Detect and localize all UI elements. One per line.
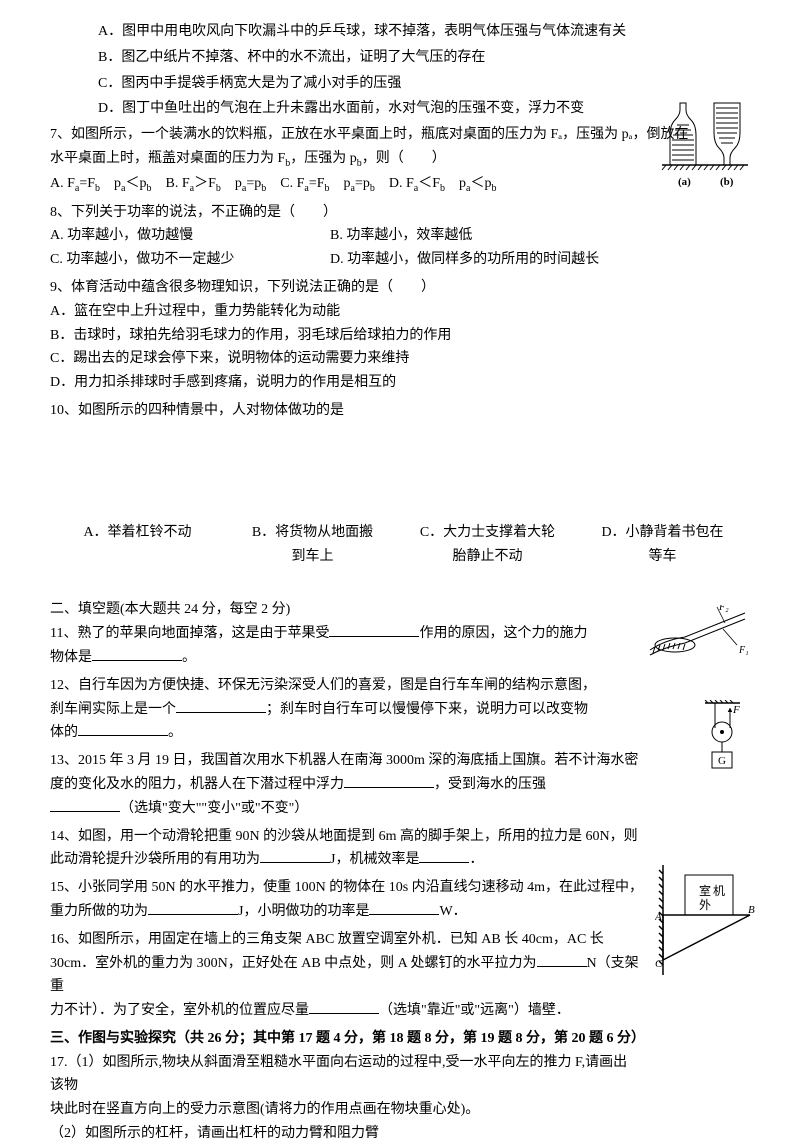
- q17-t3: （2）如图所示的杠杆，请画出杠杆的动力臂和阻力臂: [50, 1122, 640, 1146]
- q7: 7、如图所示，一个装满水的饮料瓶，正放在水平桌面上时，瓶底对桌面的压力为 Fₐ，…: [50, 123, 750, 196]
- q14-blank1: [260, 849, 330, 863]
- q16: 16、如图所示，用固定在墙上的三角支架 ABC 放置空调室外机．已知 AB 长 …: [50, 928, 640, 1023]
- q16-t4: 力不计）．为了安全，室外机的位置应尽量: [50, 1003, 309, 1018]
- q14-t3: J，机械效率是: [330, 852, 419, 867]
- bottle-figure: (a) (b): [660, 95, 750, 190]
- q12-blank2: [78, 722, 168, 736]
- q8-opt-b: B. 功率越小，效率越低: [330, 224, 472, 248]
- q17-t2: 块此时在竖直方向上的受力示意图(请将力的作用点画在物块重心处)。: [50, 1098, 640, 1122]
- q9: 9、体育活动中蕴含很多物理知识，下列说法正确的是（ ） A．篮在空中上升过程中，…: [50, 276, 750, 395]
- q10-choice-d: D．小静背着书包在: [575, 521, 750, 545]
- q10-choice-b: B．将货物从地面搬: [225, 521, 400, 545]
- q13-t1: 13、2015 年 3 月 19 日，我国首次用水下机器人在南海 3000m 深…: [50, 753, 638, 768]
- q11-blank2: [92, 647, 182, 661]
- bracket-a: A: [655, 911, 662, 923]
- bracket-b: B: [748, 904, 755, 916]
- q15: 15、小张同学用 50N 的水平推力，使重 100N 的物体在 10s 内沿直线…: [50, 876, 750, 924]
- q9-opt-b: B．击球时，球拍先给羽毛球力的作用，羽毛球后给球拍力的作用: [50, 324, 750, 348]
- q10-image-space: [50, 427, 750, 517]
- q10-choice-b2: 到车上: [225, 545, 400, 569]
- q9-opt-c: C．踢出去的足球会停下来，说明物体的运动需要力来维持: [50, 347, 750, 371]
- bracket-label: 室: [699, 883, 711, 898]
- q11-t3: 物体是: [50, 650, 92, 665]
- q12-t5: 。: [168, 725, 182, 740]
- pulley-g-label: G: [718, 755, 726, 767]
- q16-blank1: [537, 953, 587, 967]
- q15-t3: J，小明做功的功率是: [238, 904, 369, 919]
- q15-t4: W．: [439, 904, 466, 919]
- bracket-figure: 室 外 机 A B C: [655, 865, 755, 975]
- q14-t4: ．: [469, 852, 483, 867]
- q10-stem: 10、如图所示的四种情景中，人对物体做功的是: [50, 399, 750, 423]
- q16-t5: （选填"靠近"或"远离"）墙壁．: [379, 1003, 570, 1018]
- q6-opt-d: D．图丁中鱼吐出的气泡在上升未露出水面前，水对气泡的压强不变，浮力不变: [98, 97, 750, 121]
- bracket-c: C: [655, 958, 663, 970]
- q15-blank2: [369, 901, 439, 915]
- q10: 10、如图所示的四种情景中，人对物体做功的是: [50, 399, 750, 423]
- q10-choice-c: C．大力士支撑着大轮: [400, 521, 575, 545]
- q13-t3: ，受到海水的压强: [434, 777, 546, 792]
- q6-opt-c: C．图丙中手提袋手柄宽大是为了减小对手的压强: [98, 72, 750, 96]
- bike-brake-figure: F₂ F₁: [645, 605, 755, 665]
- q14-t1: 14、如图，用一个动滑轮把重 90N 的沙袋从地面提到 6m 高的脚手架上，所用…: [50, 829, 638, 844]
- svg-text:F₂: F₂: [718, 605, 729, 613]
- q12-t3: ；刹车时自行车可以慢慢停下来，说明力可以改变物: [266, 702, 588, 717]
- section3-header: 三、作图与实验探究（共 26 分；其中第 17 题 4 分，第 18 题 8 分…: [50, 1027, 750, 1051]
- q15-t2: 重力所做的功为: [50, 904, 148, 919]
- q8-stem: 8、下列关于功率的说法，不正确的是（ ）: [50, 201, 750, 225]
- svg-text:F₁: F₁: [738, 645, 749, 656]
- bottle-label-b: (b): [720, 176, 734, 188]
- q6-opt-b: B．图乙中纸片不掉落、杯中的水不流出，证明了大气压的存在: [98, 46, 750, 70]
- q13-t4: （选填"变大""变小"或"不变"）: [120, 801, 308, 816]
- q11: 11、熟了的苹果向地面掉落，这是由于苹果受 作用的原因，这个力的施力 物体是 。: [50, 622, 640, 670]
- q11-blank1: [329, 623, 419, 637]
- pulley-figure: F G: [700, 700, 745, 775]
- q10-choice-d2: 等车: [575, 545, 750, 569]
- q11-t2: 作用的原因，这个力的施力: [419, 626, 587, 641]
- q12-t1: 12、自行车因为方便快捷、环保无污染深受人们的喜爱，图是自行车车闸的结构示意图，: [50, 678, 596, 693]
- bottle-label-a: (a): [678, 176, 691, 188]
- q9-opt-d: D．用力扣杀排球时手感到疼痛，说明力的作用是相互的: [50, 371, 750, 395]
- q7-line2: 水平桌面上时，瓶盖对桌面的压力为 Fb，压强为 pb，则（ ）: [50, 147, 750, 172]
- q14: 14、如图，用一个动滑轮把重 90N 的沙袋从地面提到 6m 高的脚手架上，所用…: [50, 825, 640, 873]
- q16-t1: 16、如图所示，用固定在墙上的三角支架 ABC 放置空调室外机．已知 AB 长 …: [50, 932, 604, 947]
- q15-t1: 15、小张同学用 50N 的水平推力，使重 100N 的物体在 10s 内沿直线…: [50, 880, 643, 895]
- q8-opt-a: A. 功率越小，做功越慢: [50, 224, 330, 248]
- svg-text:机: 机: [713, 884, 725, 898]
- q11-t1: 11、熟了的苹果向地面掉落，这是由于苹果受: [50, 626, 329, 641]
- q13-t2: 度的变化及水的阻力，机器人在下潜过程中浮力: [50, 777, 344, 792]
- pulley-f-label: F: [732, 704, 740, 716]
- q6-opt-a: A．图甲中用电吹风向下吹漏斗中的乒乓球，球不掉落，表明气体压强与气体流速有关: [98, 20, 750, 44]
- q13: 13、2015 年 3 月 19 日，我国首次用水下机器人在南海 3000m 深…: [50, 749, 640, 820]
- q14-t2: 此动滑轮提升沙袋所用的有用功为: [50, 852, 260, 867]
- q11-t4: 。: [182, 650, 196, 665]
- q8: 8、下列关于功率的说法，不正确的是（ ） A. 功率越小，做功越慢 B. 功率越…: [50, 201, 750, 272]
- q13-blank2: [50, 798, 120, 812]
- q17-t1: 17.（1）如图所示,物块从斜面滑至粗糙水平面向右运动的过程中,受一水平向左的推…: [50, 1051, 640, 1099]
- q8-opt-c: C. 功率越小，做功不一定越少: [50, 248, 330, 272]
- q8-opt-d: D. 功率越小，做同样多的功所用的时间越长: [330, 248, 599, 272]
- q7-line1: 7、如图所示，一个装满水的饮料瓶，正放在水平桌面上时，瓶底对桌面的压力为 Fₐ，…: [50, 123, 750, 147]
- q14-blank2: [419, 849, 469, 863]
- svg-text:外: 外: [699, 898, 711, 912]
- q6-options: A．图甲中用电吹风向下吹漏斗中的乒乓球，球不掉落，表明气体压强与气体流速有关 B…: [98, 20, 750, 121]
- q10-choice-a: A．举着杠铃不动: [50, 521, 225, 545]
- q10-choices: A．举着杠铃不动 B．将货物从地面搬 到车上 C．大力士支撑着大轮 胎静止不动 …: [50, 521, 750, 569]
- q12: 12、自行车因为方便快捷、环保无污染深受人们的喜爱，图是自行车车闸的结构示意图，…: [50, 674, 640, 745]
- q10-choice-c2: 胎静止不动: [400, 545, 575, 569]
- q16-t2: 30cm．室外机的重力为 300N，正好处在 AB 中点处，则 A 处螺钉的水平…: [50, 956, 537, 971]
- q12-t2: 刹车闸实际上是一个: [50, 702, 176, 717]
- q12-t4: 体的: [50, 725, 78, 740]
- q15-blank1: [148, 901, 238, 915]
- q16-blank2: [309, 1000, 379, 1014]
- q12-blank1: [176, 699, 266, 713]
- q13-blank1: [344, 774, 434, 788]
- q9-opt-a: A．篮在空中上升过程中，重力势能转化为动能: [50, 300, 750, 324]
- q9-stem: 9、体育活动中蕴含很多物理知识，下列说法正确的是（ ）: [50, 276, 750, 300]
- q7-options: A. Fa=Fb pa＜pb B. Fa＞Fb pa=pb C. Fa=Fb p…: [50, 172, 750, 197]
